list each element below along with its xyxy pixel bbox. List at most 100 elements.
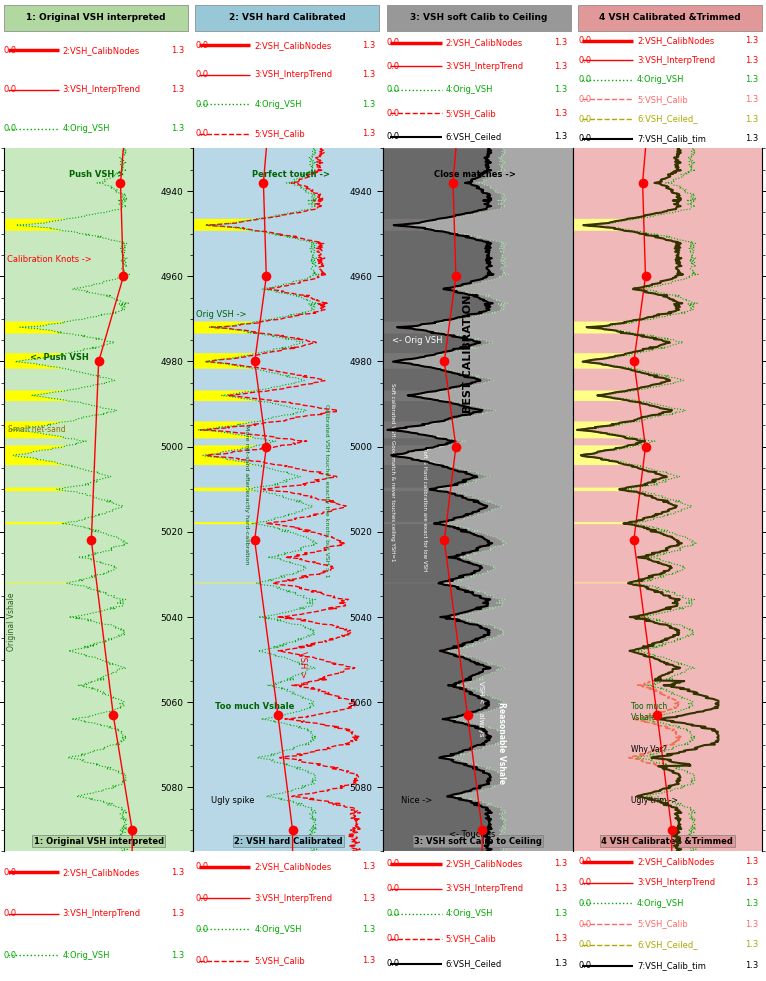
Text: Push VSH >: Push VSH >	[70, 170, 125, 179]
Text: 2:VSH_CalibNodes: 2:VSH_CalibNodes	[637, 857, 714, 866]
Text: Calibration trend curve: Calibration trend curve	[332, 617, 339, 697]
Text: Close matches ->: Close matches ->	[434, 170, 516, 179]
Text: 1.3: 1.3	[171, 909, 184, 918]
Text: 1.3: 1.3	[745, 56, 758, 65]
Text: 4:Orig_VSH: 4:Orig_VSH	[446, 85, 493, 94]
Text: <- Push VSH: <- Push VSH	[30, 353, 89, 362]
Text: <- Touches: <- Touches	[449, 830, 495, 839]
Text: 1.3: 1.3	[171, 125, 184, 133]
Text: 0.0: 0.0	[578, 919, 591, 929]
Text: 1.3: 1.3	[745, 115, 758, 124]
Text: 1.3: 1.3	[554, 38, 567, 47]
Text: 3:VSH_InterpTrend: 3:VSH_InterpTrend	[254, 894, 332, 903]
Text: 1.3: 1.3	[171, 867, 184, 877]
Bar	[4, 5, 188, 30]
Bar	[578, 5, 762, 30]
Text: 1.3: 1.3	[362, 41, 375, 50]
Text: 1.3: 1.3	[554, 959, 567, 968]
Text: 1: Original VSH interpreted: 1: Original VSH interpreted	[26, 14, 165, 23]
Text: 5:VSH_Calib: 5:VSH_Calib	[637, 919, 688, 929]
Text: 2:VSH_CalibNodes: 2:VSH_CalibNodes	[637, 36, 714, 45]
Text: 1.3: 1.3	[745, 36, 758, 45]
Text: 0.0: 0.0	[4, 909, 17, 918]
Text: 1.3: 1.3	[554, 934, 567, 943]
Text: 1.3: 1.3	[362, 956, 375, 965]
Text: 4:Orig_VSH: 4:Orig_VSH	[446, 909, 493, 918]
Text: 0.0: 0.0	[387, 85, 400, 94]
Text: 2:VSH_CalibNodes: 2:VSH_CalibNodes	[254, 41, 332, 50]
Text: 6:VSH_Ceiled_: 6:VSH_Ceiled_	[637, 115, 698, 124]
Text: 5:VSH_Calib: 5:VSH_Calib	[446, 109, 496, 118]
Text: Reasonable Vshale: Reasonable Vshale	[496, 702, 506, 784]
Text: 1.3: 1.3	[362, 862, 375, 871]
Text: 1.3: 1.3	[362, 925, 375, 934]
Text: 2:VSH_CalibNodes: 2:VSH_CalibNodes	[446, 859, 523, 868]
Text: 0.0: 0.0	[578, 134, 591, 143]
Text: 0.0: 0.0	[4, 85, 17, 94]
Text: 1.3: 1.3	[745, 134, 758, 143]
Text: 0.0: 0.0	[578, 857, 591, 866]
Text: Small net-sand: Small net-sand	[8, 426, 66, 435]
Text: Ugly spike: Ugly spike	[211, 796, 254, 805]
Text: BEST CALIBRATION: BEST CALIBRATION	[463, 294, 473, 413]
Text: 1.3: 1.3	[745, 961, 758, 970]
Text: 0.0: 0.0	[387, 38, 400, 47]
Text: 4 VSH Calibrated &Trimmed: 4 VSH Calibrated &Trimmed	[599, 14, 741, 23]
Text: 3: VSH soft Calib to Ceiling: 3: VSH soft Calib to Ceiling	[414, 837, 542, 846]
Text: Calibration Knots ->: Calibration Knots ->	[7, 255, 91, 264]
Text: Too much Vshale: Too much Vshale	[215, 702, 295, 711]
Text: VSH > 1: VSH > 1	[298, 651, 306, 686]
Text: 0.0: 0.0	[578, 878, 591, 887]
Text: 1.3: 1.3	[745, 878, 758, 887]
Text: 0.0: 0.0	[195, 71, 208, 79]
Text: 1.3: 1.3	[554, 85, 567, 94]
Text: 5:VSH_Calib: 5:VSH_Calib	[254, 956, 305, 965]
Text: Original Vshale: Original Vshale	[7, 593, 16, 651]
Text: 1.3: 1.3	[745, 941, 758, 950]
Text: 0.0: 0.0	[387, 959, 400, 968]
Text: 1.3: 1.3	[171, 85, 184, 94]
Text: 0.0: 0.0	[578, 961, 591, 970]
Text: 7:VSH_Calib_tim: 7:VSH_Calib_tim	[637, 961, 706, 970]
Text: 1.3: 1.3	[554, 62, 567, 71]
Text: 4:Orig_VSH: 4:Orig_VSH	[637, 76, 685, 84]
Text: 2: VSH hard Calibrated: 2: VSH hard Calibrated	[234, 837, 342, 846]
Text: 1.3: 1.3	[745, 95, 758, 104]
Text: 0.0: 0.0	[387, 909, 400, 918]
Text: 0.0: 0.0	[387, 884, 400, 894]
Text: 6:VSH_Ceiled_: 6:VSH_Ceiled_	[637, 941, 698, 950]
Text: 5:VSH_Calib: 5:VSH_Calib	[637, 95, 688, 104]
Text: Calibration trend: Calibration trend	[255, 268, 264, 333]
Text: 1.3: 1.3	[554, 884, 567, 894]
Text: 6:VSH_Ceiled: 6:VSH_Ceiled	[446, 132, 502, 141]
Text: Why Var?: Why Var?	[631, 745, 666, 753]
Text: 0.0: 0.0	[387, 62, 400, 71]
Text: VSH curve needs to be pulled or pushed to touch calibration knots: VSH curve needs to be pulled or pushed t…	[295, 340, 300, 550]
Bar	[387, 5, 571, 30]
Text: 1.3: 1.3	[554, 859, 567, 868]
Text: 0.0: 0.0	[195, 956, 208, 965]
Text: 0.0: 0.0	[387, 132, 400, 141]
Text: More net-sand after exactly hard-calibration: More net-sand after exactly hard-calibra…	[244, 426, 249, 565]
Text: Orig VSH ->: Orig VSH ->	[196, 310, 247, 320]
Text: 0.0: 0.0	[387, 934, 400, 943]
Text: 1: Original VSH interpreted: 1: Original VSH interpreted	[34, 837, 164, 846]
Text: 0.0: 0.0	[578, 941, 591, 950]
Text: 7:VSH_Calib_tim: 7:VSH_Calib_tim	[637, 134, 706, 143]
Text: 0.0: 0.0	[4, 951, 17, 959]
Text: Nice ->: Nice ->	[401, 796, 432, 805]
Text: VSH < 1 always: VSH < 1 always	[478, 681, 484, 737]
Text: 1.3: 1.3	[745, 76, 758, 84]
Text: 2:VSH_CalibNodes: 2:VSH_CalibNodes	[63, 867, 140, 877]
Text: <- Orig VSH: <- Orig VSH	[391, 336, 442, 345]
Text: 1.3: 1.3	[362, 129, 375, 138]
Text: 4:Orig_VSH: 4:Orig_VSH	[637, 899, 685, 907]
Text: 1.3: 1.3	[171, 951, 184, 959]
Text: 0.0: 0.0	[195, 862, 208, 871]
Text: 0.0: 0.0	[4, 867, 17, 877]
Text: Soft & Hard calibration are exact for low VSH: Soft & Hard calibration are exact for lo…	[422, 446, 427, 571]
Text: 0.0: 0.0	[4, 125, 17, 133]
Text: 1.3: 1.3	[745, 857, 758, 866]
Text: 0.0: 0.0	[387, 109, 400, 118]
Text: 1.3: 1.3	[362, 100, 375, 109]
